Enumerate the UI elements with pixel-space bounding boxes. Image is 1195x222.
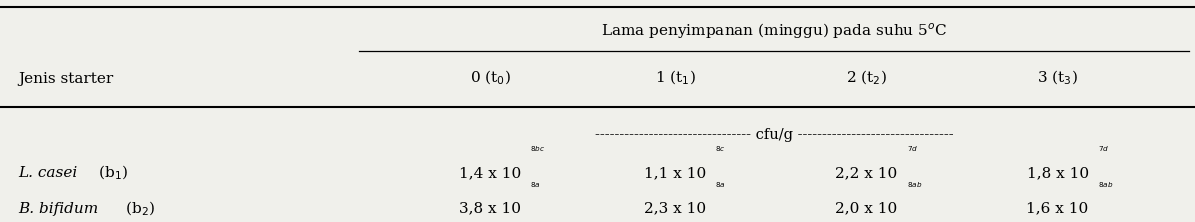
Text: $^{8ab}$: $^{8ab}$ bbox=[1098, 183, 1114, 192]
Text: 1 (t$_1$): 1 (t$_1$) bbox=[655, 69, 695, 87]
Text: 1,1 x 10: 1,1 x 10 bbox=[644, 166, 706, 180]
Text: 3 (t$_3$): 3 (t$_3$) bbox=[1037, 69, 1078, 87]
Text: 2,0 x 10: 2,0 x 10 bbox=[835, 202, 897, 216]
Text: 2,3 x 10: 2,3 x 10 bbox=[644, 202, 706, 216]
Text: 1,6 x 10: 1,6 x 10 bbox=[1027, 202, 1089, 216]
Text: $^{8ab}$: $^{8ab}$ bbox=[907, 183, 923, 192]
Text: 2,2 x 10: 2,2 x 10 bbox=[835, 166, 897, 180]
Text: 1,8 x 10: 1,8 x 10 bbox=[1027, 166, 1089, 180]
Text: 2 (t$_2$): 2 (t$_2$) bbox=[846, 69, 887, 87]
Text: -------------------------------- cfu/g --------------------------------: -------------------------------- cfu/g -… bbox=[595, 128, 954, 143]
Text: Lama penyimpanan (minggu) pada suhu 5$^o$C: Lama penyimpanan (minggu) pada suhu 5$^o… bbox=[601, 21, 948, 41]
Text: 0 (t$_0$): 0 (t$_0$) bbox=[470, 69, 510, 87]
Text: 1,4 x 10: 1,4 x 10 bbox=[459, 166, 521, 180]
Text: $^{8a}$: $^{8a}$ bbox=[716, 183, 725, 192]
Text: B. bifidum: B. bifidum bbox=[18, 202, 98, 216]
Text: $^{8bc}$: $^{8bc}$ bbox=[531, 148, 545, 157]
Text: (b$_2$): (b$_2$) bbox=[122, 200, 157, 218]
Text: (b$_1$): (b$_1$) bbox=[94, 164, 129, 182]
Text: 3,8 x 10: 3,8 x 10 bbox=[459, 202, 521, 216]
Text: $^{8c}$: $^{8c}$ bbox=[716, 148, 725, 157]
Text: $^{7d}$: $^{7d}$ bbox=[907, 148, 918, 157]
Text: L. casei: L. casei bbox=[18, 166, 78, 180]
Text: $^{8a}$: $^{8a}$ bbox=[529, 183, 540, 192]
Text: $^{7d}$: $^{7d}$ bbox=[1098, 148, 1109, 157]
Text: Jenis starter: Jenis starter bbox=[18, 72, 114, 86]
